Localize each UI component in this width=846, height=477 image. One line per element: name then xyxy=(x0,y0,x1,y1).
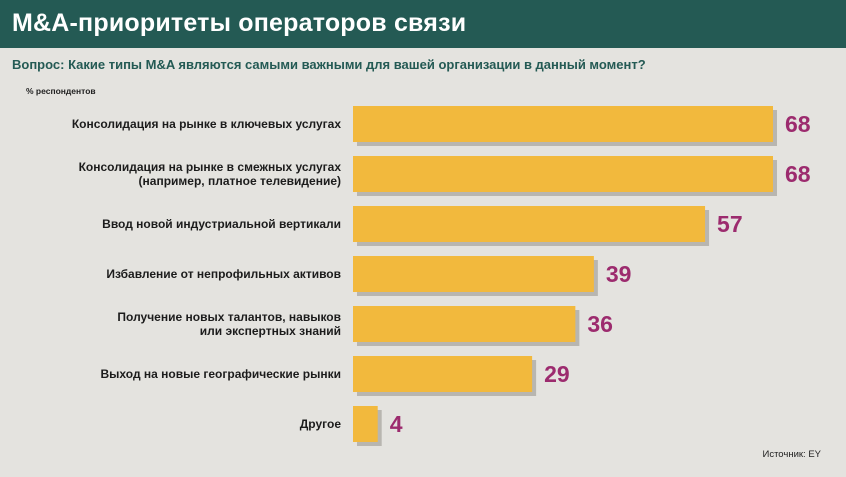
bar xyxy=(353,206,706,242)
value-label: 68 xyxy=(785,111,811,137)
value-label: 29 xyxy=(544,361,570,387)
category-label-line: Ввод новой индустриальной вертикали xyxy=(102,217,341,231)
category-label-line: Получение новых талантов, навыков xyxy=(117,310,341,324)
unit-note: % респондентов xyxy=(26,86,96,96)
bar xyxy=(353,306,576,342)
bar xyxy=(353,406,378,442)
bar-row: 39 Избавление от непрофильных активов xyxy=(106,256,631,296)
value-label: 68 xyxy=(785,161,811,187)
value-label: 4 xyxy=(390,411,403,437)
bar-row: 68 Консолидация на рынке в смежных услуга… xyxy=(79,156,811,196)
bar xyxy=(353,356,533,392)
category-label: Избавление от непрофильных активов xyxy=(106,267,341,281)
bar-row: 36 Получение новых талантов, навыков или э… xyxy=(117,306,613,346)
category-label: Выход на новые географические рынки xyxy=(100,367,341,381)
value-label: 39 xyxy=(606,261,632,287)
bar-row: 57 Ввод новой индустриальной вертикали xyxy=(102,206,743,246)
bar xyxy=(353,256,594,292)
value-label: 57 xyxy=(717,211,743,237)
category-label: Получение новых талантов, навыков или экс… xyxy=(117,310,341,338)
category-label: Консолидация на рынке в смежных услугах(… xyxy=(79,160,342,188)
category-label-line: Выход на новые географические рынки xyxy=(100,367,341,381)
category-label-line: Консолидация на рынке в ключевых услугах xyxy=(72,117,341,131)
category-label-line: Консолидация на рынке в смежных услугах xyxy=(79,160,342,174)
bar xyxy=(353,106,773,142)
category-label-line: Избавление от непрофильных активов xyxy=(106,267,341,281)
category-label: Другое xyxy=(300,417,342,431)
source-note: Источник: EY xyxy=(762,449,821,460)
bar-row: 4 Другое xyxy=(300,406,403,446)
category-label-line: Другое xyxy=(300,417,342,431)
value-label: 36 xyxy=(587,311,613,337)
category-label: Ввод новой индустриальной вертикали xyxy=(102,217,341,231)
survey-question: Вопрос: Какие типы M&A являются самыми в… xyxy=(12,57,646,72)
chart-title: M&A-приоритеты операторов связи xyxy=(12,9,467,37)
category-label-line: (например, платное телевидение) xyxy=(139,174,341,188)
title-bar: M&A-приоритеты операторов связи xyxy=(0,0,846,48)
category-label: Консолидация на рынке в ключевых услугах xyxy=(72,117,341,131)
bar-row: 68 Консолидация на рынке в ключевых услуг… xyxy=(72,106,811,146)
category-label-line: или экспертных знаний xyxy=(200,324,341,338)
bar-row: 29 Выход на новые географические рынки xyxy=(100,356,570,396)
bar xyxy=(353,156,773,192)
